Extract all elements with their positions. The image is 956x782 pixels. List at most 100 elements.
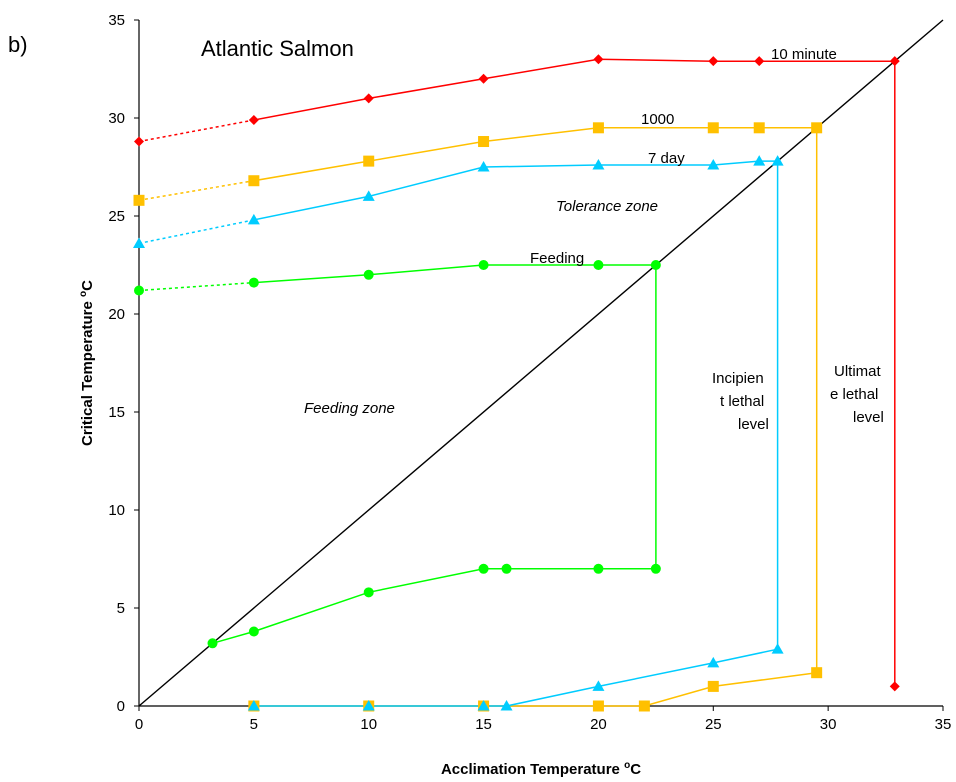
chart-title: Atlantic Salmon (201, 36, 354, 61)
y-axis-title: Critical Temperature oC (78, 280, 96, 446)
sfeed-point (134, 285, 144, 296)
s7day-point (592, 159, 605, 170)
s1000-point (638, 700, 650, 712)
x-tick-label: 35 (935, 716, 952, 733)
sfeed-point (478, 563, 489, 574)
sfeed-point (650, 563, 661, 574)
s1000-point (592, 700, 604, 712)
y-tick-label: 0 (117, 698, 125, 715)
s7day-point (771, 155, 784, 166)
s10min-point (754, 56, 765, 67)
y-tick-label: 20 (108, 306, 125, 323)
s7day-point (247, 213, 260, 225)
s7day-point (362, 700, 375, 711)
sfeed-point (363, 587, 374, 598)
s1000-point (707, 122, 719, 134)
y-tick-label: 35 (108, 12, 125, 29)
s7day-point (500, 700, 513, 711)
y-axis-title-unit: C (79, 280, 96, 291)
s1000-point (363, 155, 375, 167)
sfeed-point (478, 260, 489, 270)
s7day-point (771, 643, 784, 654)
y-tick-label: 25 (108, 208, 125, 225)
s10min-point (889, 56, 900, 67)
s10min-point (593, 54, 604, 65)
s1000-upper-line (253, 127, 817, 182)
s1000-point (811, 122, 823, 134)
x-axis-title-sup: o (624, 760, 630, 771)
s1000-point (133, 194, 145, 206)
feeding-zone-label: Feeding zone (304, 400, 395, 417)
s1000-point (753, 122, 765, 134)
s10min-upper-line (253, 58, 895, 121)
ultimate-lethal-label-line2: e lethal (830, 386, 878, 403)
x-tick-label: 25 (705, 716, 722, 733)
s10min-extrapolated-line (138, 119, 255, 143)
s10min-point (134, 136, 144, 147)
x-tick-label: 0 (135, 716, 143, 733)
sfeed-lower-line (212, 568, 656, 645)
s7day-point (707, 656, 720, 668)
ultimate-lethal-label-line3: level (853, 409, 884, 426)
incipient-lethal-label-line2: t lethal (720, 393, 764, 410)
sfeed-point (650, 260, 661, 270)
incipient-lethal-label-line1: Incipien (712, 370, 764, 387)
x-tick-label: 5 (250, 716, 258, 733)
s1000-lower-line (253, 671, 817, 707)
label-10-minute: 10 minute (771, 46, 837, 63)
y-axis-title-group: Critical Temperature oC (78, 280, 96, 446)
s7day-point (133, 237, 145, 248)
x-axis-title-text: Acclimation Temperature (441, 761, 620, 778)
s7day-lower-line (253, 648, 778, 707)
x-tick-label: 15 (475, 716, 492, 733)
ultimate-lethal-label-line1: Ultimat (834, 363, 882, 380)
y-tick-label: 10 (108, 502, 125, 519)
s1000-point (248, 175, 260, 187)
incipient-lethal-label-line3: level (738, 416, 769, 433)
y-tick-label: 30 (108, 110, 125, 127)
one-to-one-reference-line (138, 19, 944, 707)
s7day-point (707, 159, 720, 170)
sfeed-point (593, 260, 604, 270)
sfeed-point (207, 638, 218, 649)
sfeed-point (248, 277, 259, 288)
s1000-point (707, 680, 719, 692)
s1000-point (811, 667, 823, 679)
panel-label: b) (8, 32, 28, 57)
s7day-point (592, 680, 605, 691)
s10min-point (478, 73, 489, 84)
y-axis-title-text: Critical Temperature (79, 301, 96, 446)
s7day-upper-line (253, 160, 778, 221)
x-axis-title: Acclimation Temperature oC (441, 760, 641, 778)
x-tick-label: 10 (360, 716, 377, 733)
s10min-point (708, 56, 719, 67)
sfeed-point (593, 563, 604, 574)
sfeed-point (248, 626, 259, 637)
label-feeding: Feeding (530, 250, 584, 267)
tolerance-zone-label: Tolerance zone (556, 198, 658, 215)
x-tick-label: 30 (820, 716, 837, 733)
y-tick-label: 15 (108, 404, 125, 421)
s1000-point (592, 122, 604, 134)
s1000-point (478, 136, 490, 148)
s10min-point (363, 93, 374, 104)
s7day-point (362, 190, 375, 201)
sfeed-extrapolated-line (138, 281, 254, 292)
s7day-point (247, 700, 260, 711)
x-tick-label: 20 (590, 716, 607, 733)
s1000-extrapolated-line (138, 179, 255, 202)
label-7-day: 7 day (648, 150, 685, 167)
label-1000: 1000 (641, 111, 674, 128)
s10min-point (889, 681, 900, 692)
y-tick-label: 5 (117, 600, 125, 617)
s7day-point (477, 161, 490, 172)
sfeed-point (501, 563, 512, 574)
s7day-point (477, 700, 490, 711)
s7day-point (753, 155, 766, 166)
s10min-point (248, 114, 259, 125)
sfeed-point (363, 269, 374, 280)
s7day-extrapolated-line (138, 219, 255, 245)
x-axis-title-unit: C (630, 761, 641, 778)
y-axis-title-sup: o (78, 291, 89, 297)
